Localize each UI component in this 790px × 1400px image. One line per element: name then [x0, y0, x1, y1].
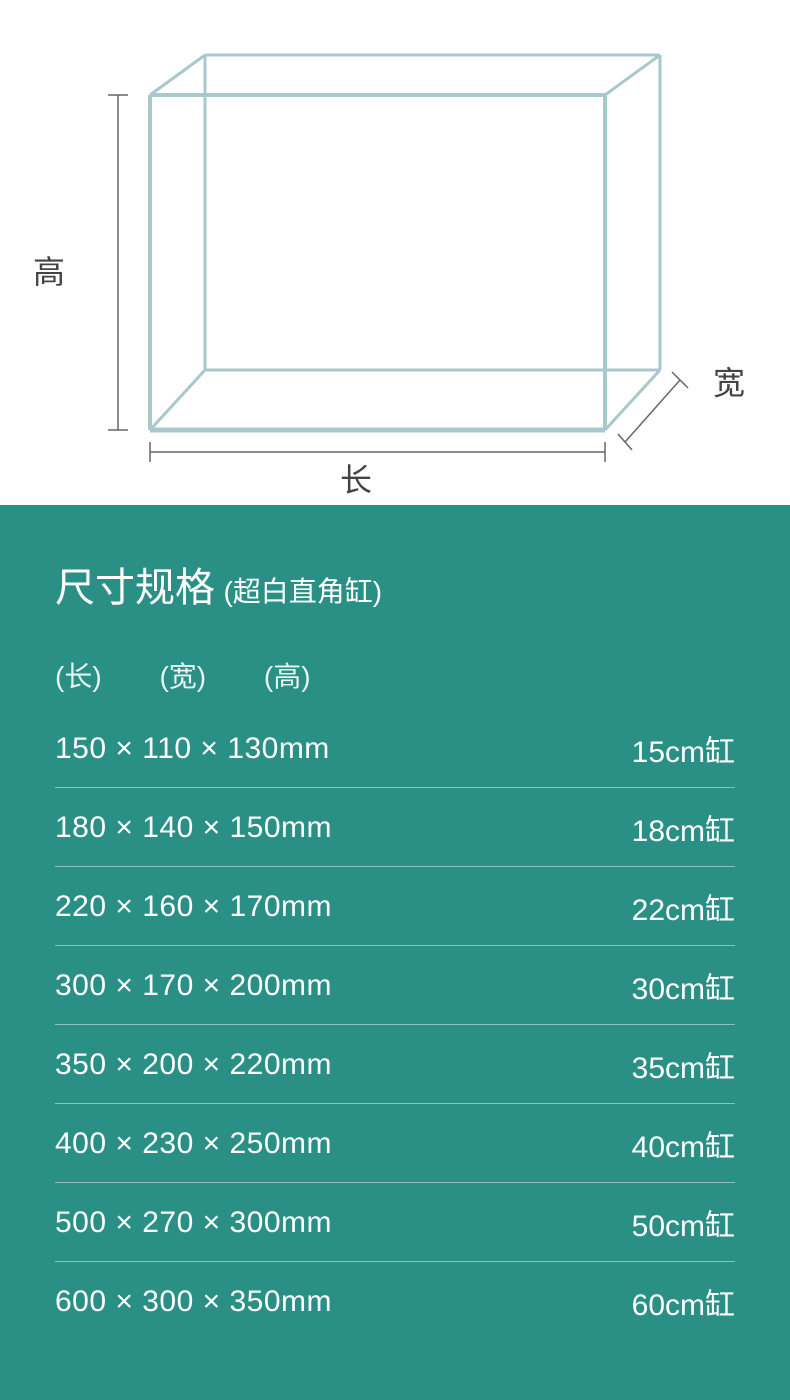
spec-heading: 尺寸规格 (超白直角缸) — [55, 555, 735, 613]
tank-diagram — [0, 0, 790, 505]
spec-title: 尺寸规格 — [55, 566, 215, 610]
table-row: 150 × 110 × 130mm 15cm缸 — [55, 709, 735, 788]
spec-table: 150 × 110 × 130mm 15cm缸 180 × 140 × 150m… — [55, 709, 735, 1340]
table-row: 220 × 160 × 170mm 22cm缸 — [55, 867, 735, 946]
table-row: 180 × 140 × 150mm 18cm缸 — [55, 788, 735, 867]
spec-size: 22cm缸 — [632, 885, 735, 929]
spec-size: 40cm缸 — [632, 1122, 735, 1166]
table-row: 300 × 170 × 200mm 30cm缸 — [55, 946, 735, 1025]
table-row: 400 × 230 × 250mm 40cm缸 — [55, 1104, 735, 1183]
diagram-section: 高 长 宽 — [0, 0, 790, 505]
spec-section: 尺寸规格 (超白直角缸) (长) (宽) (高) 150 × 110 × 130… — [0, 505, 790, 1400]
spec-dims: 600 × 300 × 350mm — [55, 1285, 332, 1319]
spec-subtitle: (超白直角缸) — [223, 576, 382, 607]
spec-size: 15cm缸 — [632, 727, 735, 771]
dimension-label-length: 长 — [340, 455, 372, 501]
spec-size: 50cm缸 — [632, 1201, 735, 1245]
dimension-label-width: 宽 — [713, 358, 745, 404]
spec-size: 30cm缸 — [632, 964, 735, 1008]
header-length: (长) — [55, 655, 155, 695]
spec-size: 18cm缸 — [632, 806, 735, 850]
spec-dims: 300 × 170 × 200mm — [55, 969, 332, 1003]
spec-dims: 150 × 110 × 130mm — [55, 732, 330, 766]
spec-dims: 350 × 200 × 220mm — [55, 1048, 332, 1082]
spec-dims: 180 × 140 × 150mm — [55, 811, 332, 845]
header-height: (高) — [264, 655, 364, 695]
table-row: 350 × 200 × 220mm 35cm缸 — [55, 1025, 735, 1104]
spec-size: 60cm缸 — [632, 1280, 735, 1324]
spec-dims: 400 × 230 × 250mm — [55, 1127, 332, 1161]
spec-dims: 220 × 160 × 170mm — [55, 890, 332, 924]
spec-dims: 500 × 270 × 300mm — [55, 1206, 332, 1240]
header-width: (宽) — [159, 655, 259, 695]
spec-header-row: (长) (宽) (高) — [55, 655, 735, 695]
table-row: 600 × 300 × 350mm 60cm缸 — [55, 1262, 735, 1340]
table-row: 500 × 270 × 300mm 50cm缸 — [55, 1183, 735, 1262]
spec-size: 35cm缸 — [632, 1043, 735, 1087]
dimension-label-height: 高 — [33, 247, 65, 293]
